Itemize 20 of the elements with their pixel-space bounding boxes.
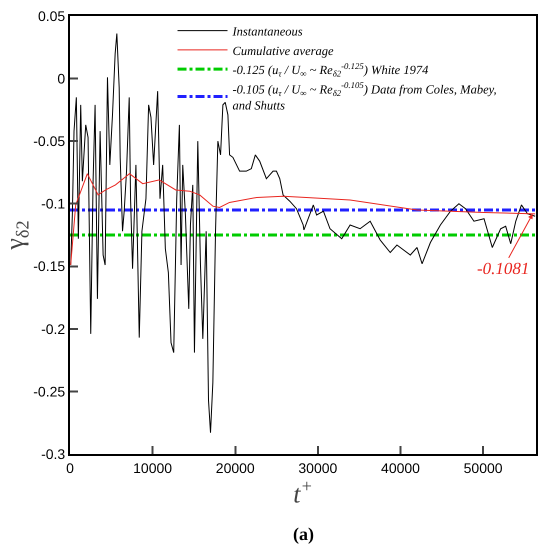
legend-label: Cumulative average xyxy=(232,44,334,58)
y-tick-label: -0.05 xyxy=(33,133,66,150)
legend-label: -0.125 (u$_{τ}$ / U$_{∞}$ ~ Re$_{δ2}$$^{-0.125}$) White 1974 xyxy=(232,60,428,79)
x-tick-label: 40000 xyxy=(381,460,420,476)
y-tick-label: -0.1 xyxy=(41,196,66,212)
y-tick-label: 0.05 xyxy=(38,8,66,24)
annotation: -0.1081 xyxy=(477,259,530,278)
x-tick-label: 50000 xyxy=(464,460,503,476)
text: -0.105 (u$_{τ}$ / U$_{∞}$ ~ Re$_{δ2}$$^{-0.105}$) Data from Coles, Mabey, and Shutts xyxy=(232,80,497,112)
x-tick-label: 20000 xyxy=(216,460,255,476)
x-tick-label: 30000 xyxy=(298,460,338,476)
y-tick-label: -0.15 xyxy=(33,258,66,274)
x-axis-title: t$^{+}$ xyxy=(293,476,313,509)
y-tick-label: -0.25 xyxy=(33,383,66,400)
legend-label: Instantaneous xyxy=(232,24,303,38)
y-tick-label: -0.2 xyxy=(41,320,66,337)
x-tick-label: 10000 xyxy=(133,460,172,476)
y-tick-label: -0.3 xyxy=(41,446,66,462)
text: (a) xyxy=(293,524,314,544)
y-tick-label: 0 xyxy=(57,70,66,86)
